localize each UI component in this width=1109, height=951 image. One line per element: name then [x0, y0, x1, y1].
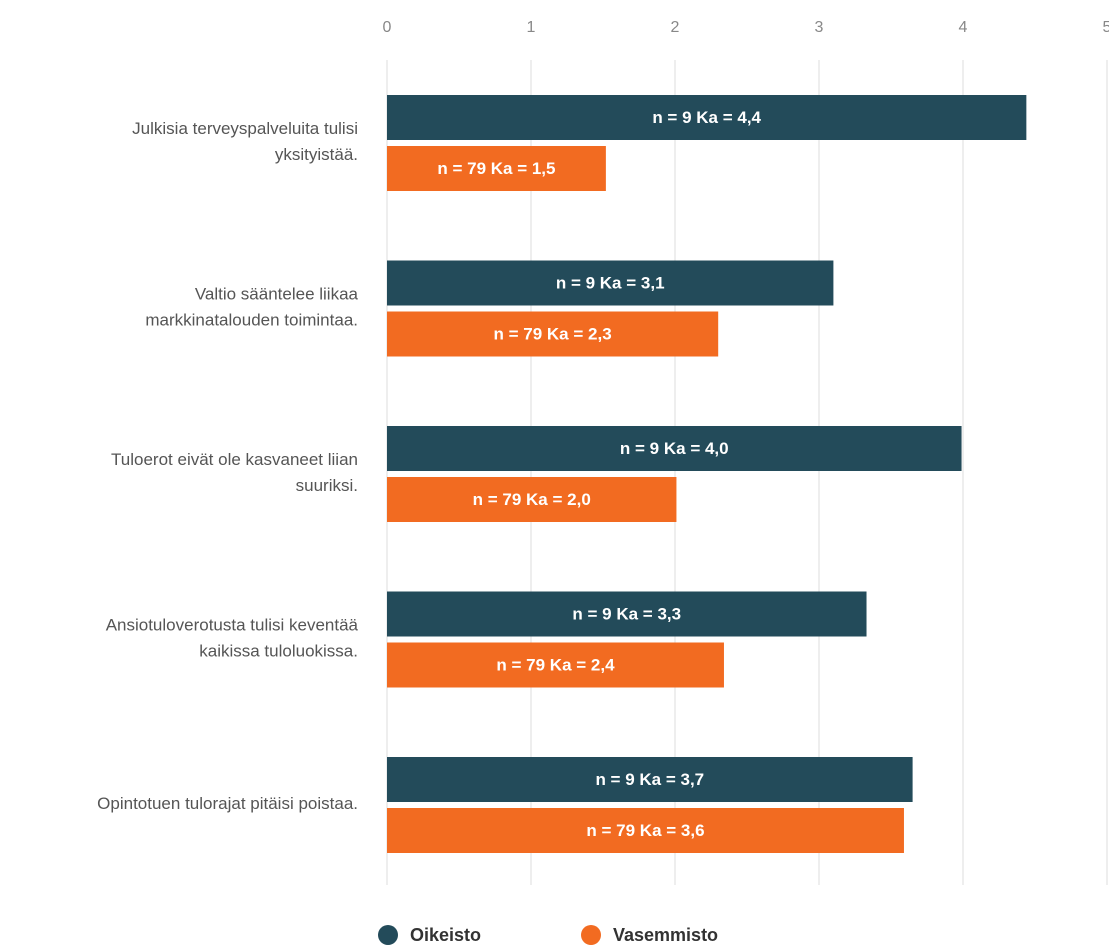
bar	[387, 757, 913, 802]
value-label: n = 9 Ka = 4,0	[620, 439, 729, 458]
category-line: Julkisia terveyspalveluita tulisi	[132, 119, 358, 138]
category-label: Opintotuen tulorajat pitäisi poistaa.	[97, 794, 358, 813]
bar	[387, 146, 606, 191]
bar	[387, 95, 1027, 140]
value-label: n = 79 Ka = 2,3	[494, 324, 612, 343]
x-tick-label: 5	[1103, 19, 1109, 36]
category-line: Tuloerot eivät ole kasvaneet liian	[111, 450, 358, 469]
value-label: n = 9 Ka = 3,1	[556, 273, 665, 292]
category-label: Julkisia terveyspalveluita tulisi yksityi…	[132, 119, 358, 164]
value-label: n = 9 Ka = 4,4	[652, 108, 761, 127]
value-label: n = 9 Ka = 3,3	[572, 604, 681, 623]
bar	[387, 311, 719, 357]
value-label: n = 79 Ka = 2,4	[496, 655, 615, 674]
category-line: Valtio sääntelee liikaa	[195, 285, 359, 304]
category-label: Valtio sääntelee liikaa markkinatalouden …	[145, 285, 358, 330]
category-label: Ansiotuloverotusta tulisi keventää kaikis…	[106, 616, 359, 661]
bar	[387, 426, 962, 471]
value-label: n = 79 Ka = 1,5	[437, 159, 555, 178]
x-tick-label: 0	[383, 19, 392, 36]
category-line: Opintotuen tulorajat pitäisi poistaa.	[97, 794, 358, 813]
category-line: yksityistää.	[275, 145, 358, 164]
category-line: kaikissa tuloluokissa.	[199, 642, 358, 661]
bar	[387, 642, 724, 688]
value-label: n = 9 Ka = 3,7	[595, 770, 704, 789]
x-tick-label: 4	[959, 19, 968, 36]
legend-label: Oikeisto	[410, 925, 481, 945]
bar	[387, 477, 677, 522]
bar	[387, 591, 867, 637]
x-tick-label: 1	[527, 19, 536, 36]
bar	[387, 808, 904, 853]
x-tick-label: 2	[671, 19, 680, 36]
legend-marker	[378, 925, 398, 945]
value-label: n = 79 Ka = 3,6	[586, 821, 704, 840]
value-label: n = 79 Ka = 2,0	[473, 490, 591, 509]
category-line: suuriksi.	[296, 476, 358, 495]
legend-label: Vasemmisto	[613, 925, 718, 945]
category-label: Tuloerot eivät ole kasvaneet liian suurik…	[111, 450, 358, 495]
bar	[387, 260, 834, 306]
category-line: markkinatalouden toimintaa.	[145, 311, 358, 330]
legend-marker	[581, 925, 601, 945]
category-line: Ansiotuloverotusta tulisi keventää	[106, 616, 359, 635]
x-tick-label: 3	[815, 19, 824, 36]
